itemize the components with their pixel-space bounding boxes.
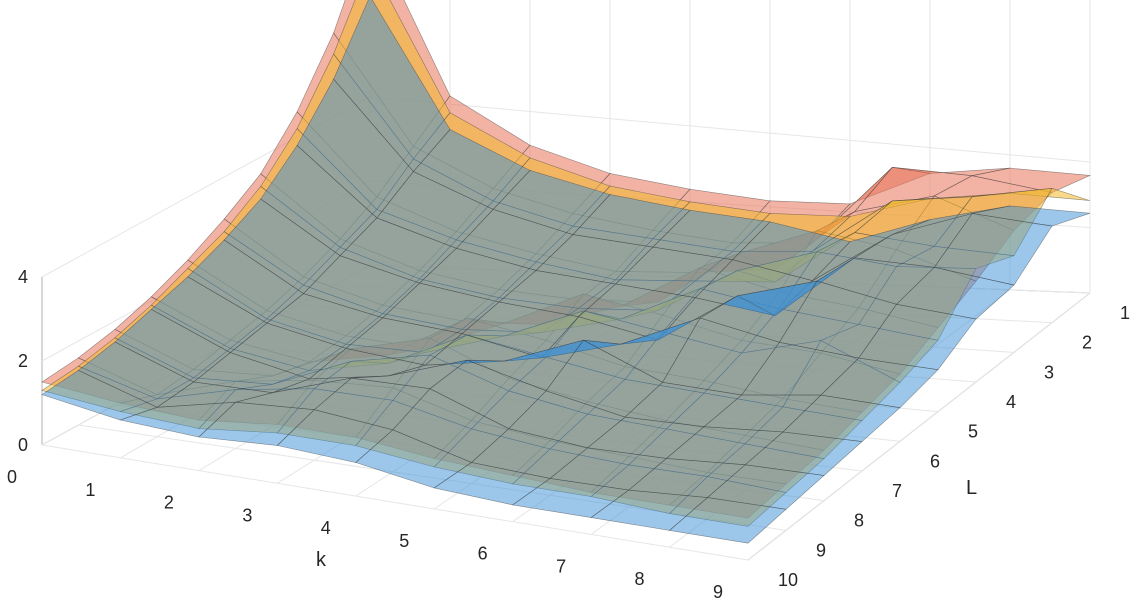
x-tick-label: 1 (85, 480, 95, 500)
y-tick-label: 2 (1082, 333, 1092, 353)
x-tick-label: 5 (399, 531, 409, 551)
surface-face (668, 497, 787, 544)
k-grid-line (747, 292, 1091, 561)
y-tick-label: 1 (1120, 303, 1130, 323)
y-axis-label: L (966, 477, 977, 499)
y-tick-label: 7 (892, 481, 902, 501)
x-tick-label: 6 (478, 544, 488, 564)
y-tick-label: 5 (968, 422, 978, 442)
surface-series-3 (41, 0, 1091, 544)
x-tick-label: 0 (7, 467, 17, 487)
y-tick-label: 10 (778, 570, 798, 590)
y-tick-label: 3 (1044, 362, 1054, 382)
y-tick-label: 8 (854, 511, 864, 531)
tick-layer: 0 1 2 3 4 5 6 7 8 9 1 2 3 4 5 6 7 8 9 10 0 2 4 (7, 267, 1130, 600)
z-tick-label: 0 (18, 435, 28, 455)
x-axis-label: k (316, 549, 327, 571)
x-tick-label: 8 (635, 569, 645, 589)
x-tick-label: 2 (164, 493, 174, 513)
x-tick-label: 7 (556, 556, 566, 576)
l-grid-line (41, 444, 749, 561)
x-tick-label: 3 (242, 505, 252, 525)
y-tick-label: 4 (1006, 392, 1016, 412)
z-tick-label: 4 (18, 267, 28, 287)
x-tick-label: 9 (713, 582, 723, 600)
x-tick-label: 4 (321, 518, 331, 538)
z-tick-label: 2 (18, 351, 28, 371)
surface-layer (41, 0, 1092, 544)
y-tick-label: 9 (816, 540, 826, 560)
y-tick-label: 6 (930, 451, 940, 471)
